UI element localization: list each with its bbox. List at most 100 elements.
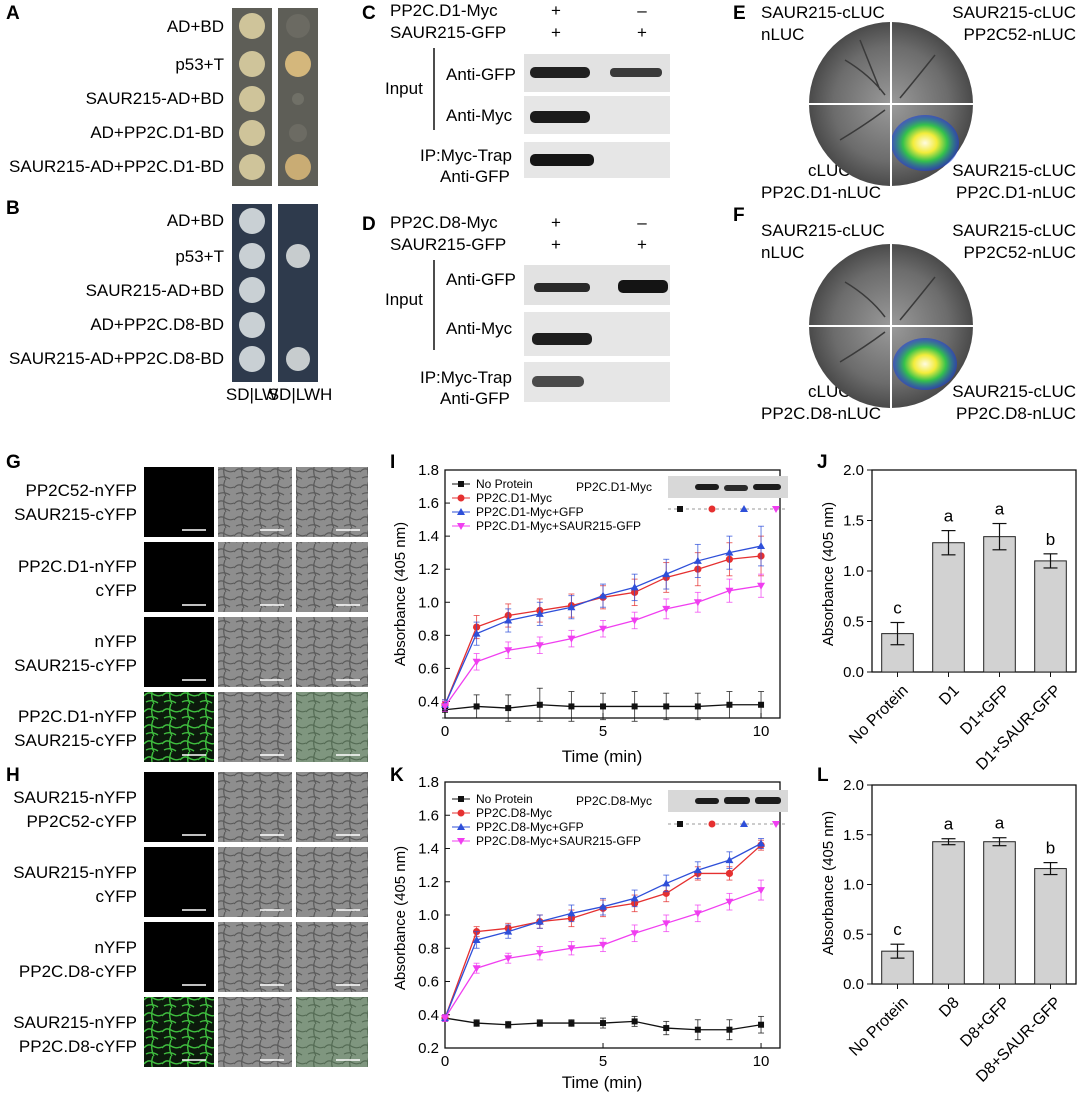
y-tick-label: 1.5 — [843, 827, 864, 844]
lane-sign: + — [551, 1, 561, 20]
yeast-label: SAUR215-AD+PP2C.D8-BD — [9, 349, 224, 368]
y-axis-title: Absorbance (405 nm) — [392, 522, 409, 666]
x-tick-label: 0 — [441, 723, 449, 740]
lane-sign: + — [637, 235, 647, 254]
y-tick-label: 0.6 — [418, 660, 439, 677]
colony — [239, 312, 265, 338]
data-point — [693, 556, 702, 564]
colony — [239, 243, 265, 269]
data-point — [726, 701, 733, 708]
legend-entry: No Protein — [476, 792, 533, 806]
yfp-image — [144, 542, 214, 612]
data-point — [536, 701, 543, 708]
luc-label: PP2C.D8-nLUC — [761, 404, 881, 423]
y-tick-label: 0.0 — [843, 976, 864, 993]
construct-label: PP2C.D8-Myc — [390, 213, 498, 232]
bifc-label: SAUR215-cYFP — [14, 656, 137, 675]
blot-band — [753, 484, 781, 490]
data-point — [662, 605, 671, 613]
bar — [983, 536, 1016, 673]
y-tick-label: 1.2 — [418, 561, 439, 578]
colony — [239, 51, 265, 77]
input-label: Input — [385, 290, 423, 309]
antibody-label: Anti-Myc — [446, 106, 513, 125]
blot-band — [530, 111, 590, 123]
data-point — [567, 909, 576, 917]
luc-label: PP2C52-nLUC — [964, 243, 1076, 262]
ip-label: Anti-GFP — [440, 167, 510, 186]
yeast-label: AD+PP2C.D1-BD — [90, 123, 224, 142]
data-point — [600, 1020, 607, 1027]
data-point — [758, 1021, 765, 1028]
luc-label: SAUR215-cLUC — [761, 221, 885, 240]
legend-marker — [458, 481, 464, 487]
luminescence-signal — [893, 338, 957, 390]
data-point — [504, 955, 513, 963]
data-point — [693, 910, 702, 918]
bifc-label: cYFP — [95, 581, 137, 600]
yeast-row-labels: AD+BD p53+T SAUR215-AD+BD AD+PP2C.D8-BD … — [9, 211, 224, 368]
data-point — [757, 839, 766, 847]
merge-image — [296, 847, 368, 917]
legend-entry: PP2C.D1-Myc+SAUR215-GFP — [476, 519, 641, 533]
panel-label-g: G — [6, 452, 21, 473]
panel-a: A AD+BD p53+T SAUR215-AD+BD AD+PP2C.D1-B… — [6, 3, 318, 186]
brightfield-image — [218, 617, 292, 687]
blot-band — [724, 797, 750, 804]
merge-image — [296, 922, 368, 992]
y-tick-label: 2.0 — [843, 462, 864, 479]
ip-label: IP:Myc-Trap — [420, 368, 512, 387]
significance-letter: b — [1046, 839, 1055, 858]
merge-image — [296, 542, 368, 612]
y-tick-label: 0.5 — [843, 614, 864, 631]
leaf-veins — [839, 276, 936, 363]
colonies-lw — [239, 13, 265, 180]
blot-band — [532, 333, 592, 345]
luc-label: PP2C.D1-nLUC — [956, 183, 1076, 202]
yeast-label: AD+BD — [167, 211, 224, 230]
construct-label: SAUR215-GFP — [390, 235, 506, 254]
luc-label: PP2C.D8-nLUC — [956, 404, 1076, 423]
data-point — [726, 1026, 733, 1033]
micrographs — [144, 772, 368, 1067]
y-tick-label: 1.4 — [418, 841, 439, 858]
colonies-lwh — [286, 244, 310, 371]
y-tick-label: 1.0 — [843, 877, 864, 894]
yeast-label: SAUR215-AD+BD — [86, 89, 224, 108]
data-point — [757, 887, 766, 895]
data-point — [567, 635, 576, 643]
y-tick-label: 0.5 — [843, 926, 864, 943]
bifc-label: nYFP — [94, 938, 137, 957]
colony — [239, 86, 265, 112]
brightfield-image — [218, 997, 292, 1067]
data-point — [567, 945, 576, 953]
construct-label: PP2C.D1-Myc — [390, 1, 498, 20]
y-tick-label: 0.2 — [418, 1040, 439, 1057]
y-tick-label: 1.8 — [418, 462, 439, 479]
y-tick-label: 1.6 — [418, 807, 439, 824]
medium-label: SD|LW — [226, 385, 278, 404]
data-point — [472, 629, 481, 637]
data-point — [535, 950, 544, 958]
panel-label-d: D — [362, 214, 376, 235]
panel-label-c: C — [362, 3, 376, 24]
y-axis-title: Absorbance (405 nm) — [820, 811, 837, 955]
colony — [286, 14, 310, 38]
panel-label-f: F — [733, 205, 745, 226]
panel-h: H SAUR215-nYFP PP2C52-cYFP SAUR215-nYFP … — [6, 765, 368, 1067]
bifc-row-labels: SAUR215-nYFP PP2C52-cYFP SAUR215-nYFP cY… — [13, 788, 137, 1056]
y-tick-label: 0.8 — [418, 940, 439, 957]
x-tick-label: 0 — [441, 1053, 449, 1070]
y-tick-label: 0.6 — [418, 974, 439, 991]
series-line — [444, 842, 762, 1019]
data-point — [662, 570, 671, 578]
y-tick-label: 1.0 — [418, 907, 439, 924]
data-point — [536, 1020, 543, 1027]
blot-band — [532, 376, 584, 387]
blot-band — [724, 485, 748, 491]
data-point — [630, 894, 639, 902]
data-marks: c a a b — [881, 814, 1067, 985]
axes: 0.4 0.6 0.8 1.0 1.2 1.4 1.6 1.8 0 5 10 — [418, 462, 781, 740]
inset-blot-label: PP2C.D8-Myc — [576, 794, 652, 808]
